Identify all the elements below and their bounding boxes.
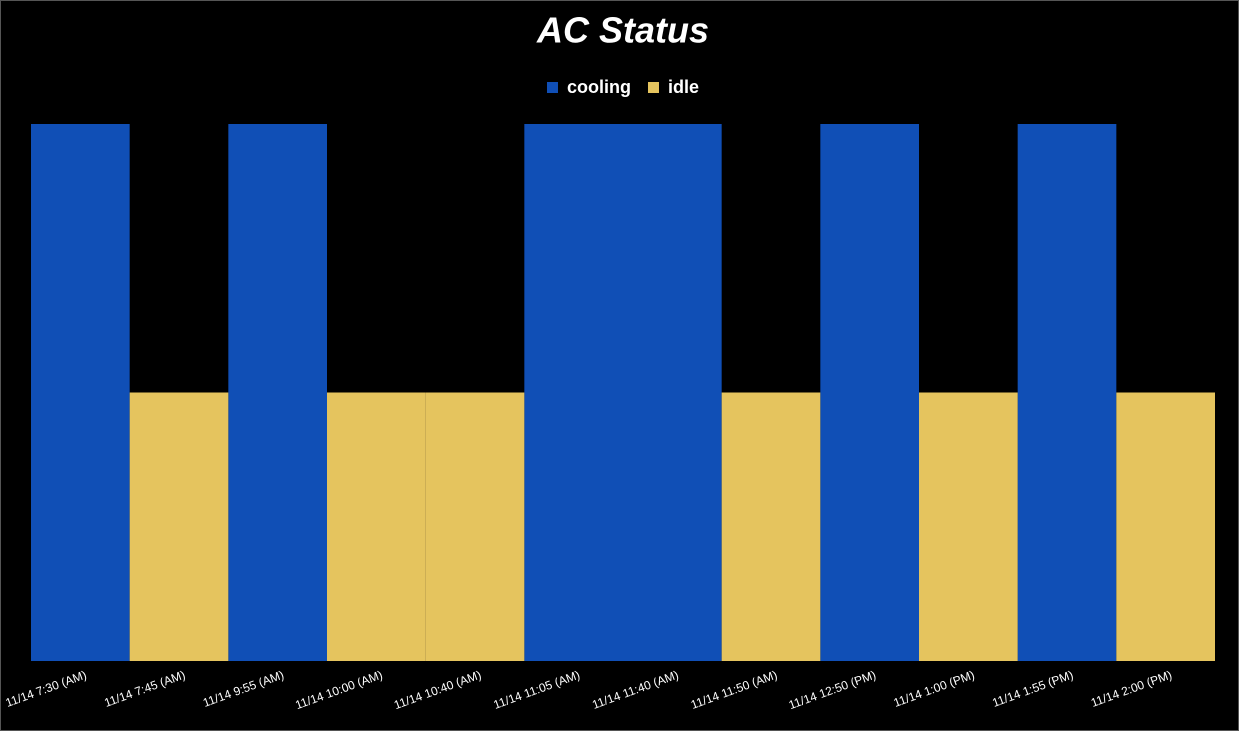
bar <box>820 124 919 661</box>
bar <box>228 124 327 661</box>
chart-title: AC Status <box>536 10 709 51</box>
x-tick-label: 11/14 7:30 (AM) <box>4 668 89 710</box>
x-tick-label: 11/14 11:05 (AM) <box>492 668 582 712</box>
bar <box>1017 124 1117 661</box>
bar <box>623 124 722 661</box>
x-tick-label: 11/14 10:00 (AM) <box>293 668 384 713</box>
bar <box>425 392 525 661</box>
bar <box>721 392 821 661</box>
x-tick-label: 11/14 2:00 (PM) <box>1089 668 1174 710</box>
legend-swatch <box>546 82 558 93</box>
bar <box>327 392 426 661</box>
bar <box>524 124 623 661</box>
x-tick-label: 11/14 11:40 (AM) <box>590 668 680 712</box>
x-tick-label: 11/14 11:50 (AM) <box>689 668 779 712</box>
legend-swatch <box>647 82 659 93</box>
x-tick-label: 11/14 1:55 (PM) <box>990 668 1075 710</box>
x-tick-label: 11/14 12:50 (PM) <box>787 668 878 713</box>
legend-label: idle <box>668 77 699 97</box>
legend: cooling idle <box>546 77 699 97</box>
x-tick-label: 11/14 7:45 (AM) <box>102 668 187 710</box>
legend-label: cooling <box>567 77 631 97</box>
bar <box>1116 392 1215 661</box>
bar <box>919 392 1018 661</box>
bar <box>129 392 229 661</box>
x-tick-label: 11/14 1:00 (PM) <box>892 668 977 710</box>
x-tick-label: 11/14 10:40 (AM) <box>392 668 483 713</box>
bar <box>31 124 130 661</box>
x-tick-label: 11/14 9:55 (AM) <box>201 668 286 710</box>
